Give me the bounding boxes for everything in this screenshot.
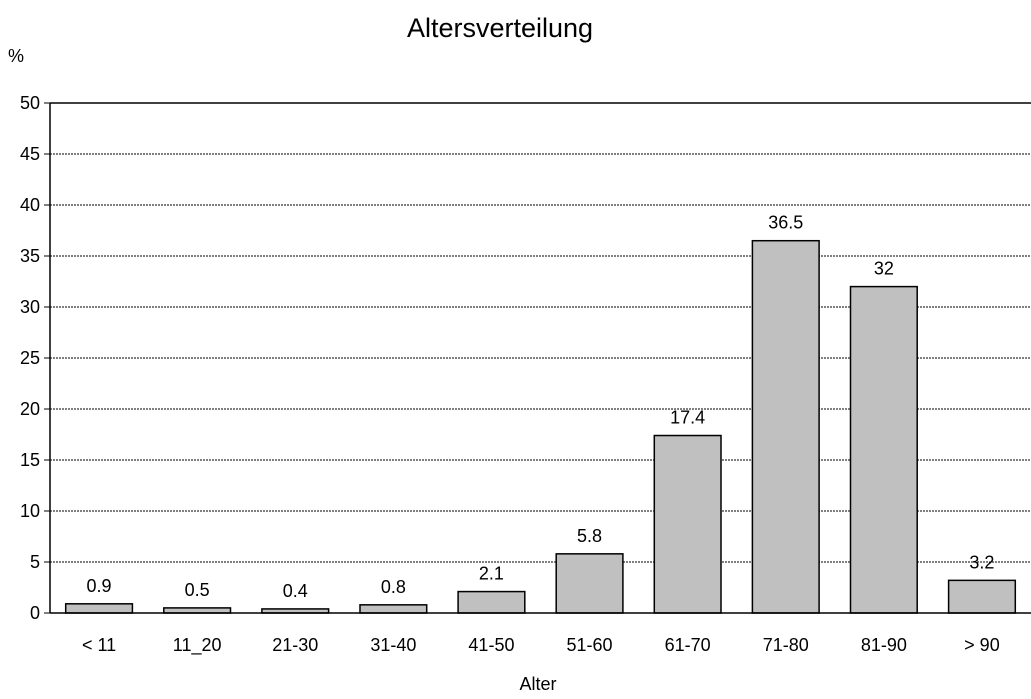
x-axis-label: Alter bbox=[519, 674, 556, 694]
y-tick-label: 45 bbox=[20, 144, 40, 164]
x-tick-label: < 11 bbox=[82, 635, 116, 655]
y-tick-label: 20 bbox=[20, 399, 40, 419]
data-label: 0.4 bbox=[283, 581, 308, 601]
y-tick-label: 40 bbox=[20, 195, 40, 215]
y-tick-label: 10 bbox=[20, 501, 40, 521]
data-label: 17.4 bbox=[670, 408, 705, 428]
x-tick-labels: < 11 11_20 21-30 31-40 41-50 51-60 61-70 71-80 8… bbox=[82, 635, 1000, 656]
data-label: 5.8 bbox=[577, 526, 602, 546]
x-tick-label: 31-40 bbox=[370, 635, 416, 655]
x-tick-label: 61-70 bbox=[665, 635, 711, 655]
bar bbox=[751, 239, 820, 614]
data-labels: 0.9 0.5 0.4 0.8 2.1 5.8 17.4 36.5 32 3.2 bbox=[87, 213, 995, 601]
x-tick-label: 11_20 bbox=[173, 635, 222, 656]
data-label: 2.1 bbox=[479, 564, 504, 584]
data-label: 36.5 bbox=[768, 213, 803, 233]
axes bbox=[44, 102, 1031, 614]
bar bbox=[555, 553, 624, 614]
bar bbox=[64, 603, 134, 614]
data-label: 0.5 bbox=[185, 580, 210, 600]
y-tick-label: 35 bbox=[20, 246, 40, 266]
bars bbox=[64, 239, 1017, 614]
x-tick-label: > 90 bbox=[964, 635, 1000, 655]
x-tick-label: 81-90 bbox=[861, 635, 907, 655]
y-tick-label: 5 bbox=[30, 552, 40, 572]
bar bbox=[653, 434, 722, 614]
x-tick-label: 71-80 bbox=[763, 635, 809, 655]
x-tick-label: 41-50 bbox=[468, 635, 514, 655]
x-tick-label: 21-30 bbox=[272, 635, 318, 655]
y-tick-label: 15 bbox=[20, 450, 40, 470]
data-label: 0.9 bbox=[87, 576, 112, 596]
data-label: 3.2 bbox=[969, 552, 994, 572]
bar bbox=[359, 604, 428, 614]
x-tick-label: 51-60 bbox=[567, 635, 613, 655]
y-tick-label: 50 bbox=[20, 93, 40, 113]
bar bbox=[947, 579, 1017, 614]
y-tick-label: 0 bbox=[30, 603, 40, 623]
bar bbox=[849, 285, 918, 614]
chart-title: Altersverteilung bbox=[407, 13, 593, 43]
y-tick-label: 30 bbox=[20, 297, 40, 317]
data-label: 0.8 bbox=[381, 577, 406, 597]
y-tick-label: 25 bbox=[20, 348, 40, 368]
y-axis-label: % bbox=[8, 46, 24, 66]
y-tick-labels: 0 5 10 15 20 25 30 35 40 45 50 bbox=[20, 93, 40, 623]
bar bbox=[457, 590, 526, 614]
bar bbox=[163, 607, 232, 614]
data-label: 32 bbox=[874, 259, 894, 279]
